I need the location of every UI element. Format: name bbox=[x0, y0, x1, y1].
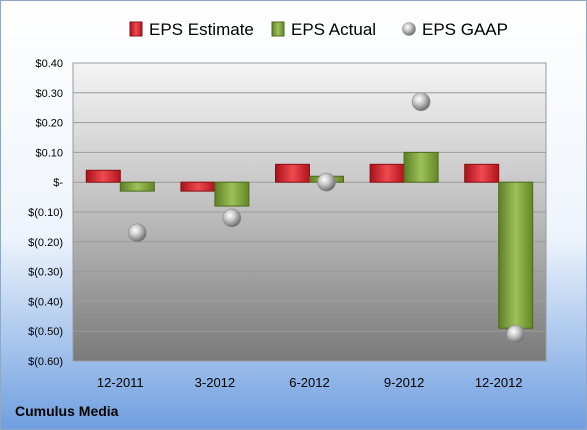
eps-actual-bar bbox=[498, 181, 534, 329]
eps-gaap-marker bbox=[506, 324, 526, 344]
x-axis: 12-2011 3-2012 6-2012 9-2012 12-2012 bbox=[97, 375, 523, 390]
y-axis: $0.40 $0.30 $0.20 $0.10 $- $(0.10) $(0.20) $(0.… bbox=[28, 58, 63, 368]
eps-estimate-bar bbox=[275, 163, 310, 183]
x-tick-label: 6-2012 bbox=[289, 375, 329, 390]
eps-actual-bar bbox=[214, 181, 250, 207]
eps-gaap-marker bbox=[128, 223, 147, 243]
y-tick-label: $0.30 bbox=[35, 88, 63, 100]
legend: EPS Estimate EPS Actual EPS GAAP bbox=[129, 20, 508, 39]
y-tick-label: $(0.20) bbox=[28, 237, 63, 249]
x-tick-label: 3-2012 bbox=[195, 375, 235, 390]
y-tick-label: $0.20 bbox=[35, 118, 63, 130]
legend-swatch bbox=[129, 21, 143, 37]
eps-gaap-marker bbox=[411, 92, 431, 112]
y-tick-label: $- bbox=[53, 177, 63, 189]
legend-swatch bbox=[402, 22, 416, 36]
y-tick-label: $(0.50) bbox=[28, 326, 63, 338]
y-tick-label: $0.10 bbox=[35, 147, 63, 159]
y-tick-label: $(0.10) bbox=[28, 207, 63, 219]
gridlines bbox=[73, 62, 546, 362]
y-tick-label: $(0.30) bbox=[28, 267, 63, 279]
y-tick-label: $(0.60) bbox=[28, 356, 63, 368]
eps-gaap-marker bbox=[317, 172, 336, 192]
eps-gaap-marker bbox=[222, 208, 242, 228]
company-name: Cumulus Media bbox=[15, 403, 119, 419]
legend-label: EPS Actual bbox=[291, 20, 376, 39]
bars bbox=[85, 151, 534, 329]
legend-label: EPS GAAP bbox=[422, 20, 508, 39]
y-tick-label: $0.40 bbox=[35, 58, 63, 70]
y-tick-label: $(0.40) bbox=[28, 296, 63, 308]
x-tick-label: 12-2012 bbox=[475, 375, 523, 390]
eps-estimate-bar bbox=[464, 163, 500, 183]
legend-label: EPS Estimate bbox=[149, 20, 254, 39]
eps-estimate-bar bbox=[180, 181, 216, 192]
eps-actual-bar bbox=[403, 151, 439, 183]
x-tick-label: 12-2011 bbox=[97, 375, 144, 390]
gaap-markers bbox=[128, 92, 526, 344]
eps-estimate-bar bbox=[369, 163, 405, 183]
eps-estimate-bar bbox=[85, 169, 121, 183]
eps-actual-bar bbox=[119, 181, 155, 192]
legend-swatch bbox=[271, 21, 285, 37]
x-tick-label: 9-2012 bbox=[384, 375, 424, 390]
